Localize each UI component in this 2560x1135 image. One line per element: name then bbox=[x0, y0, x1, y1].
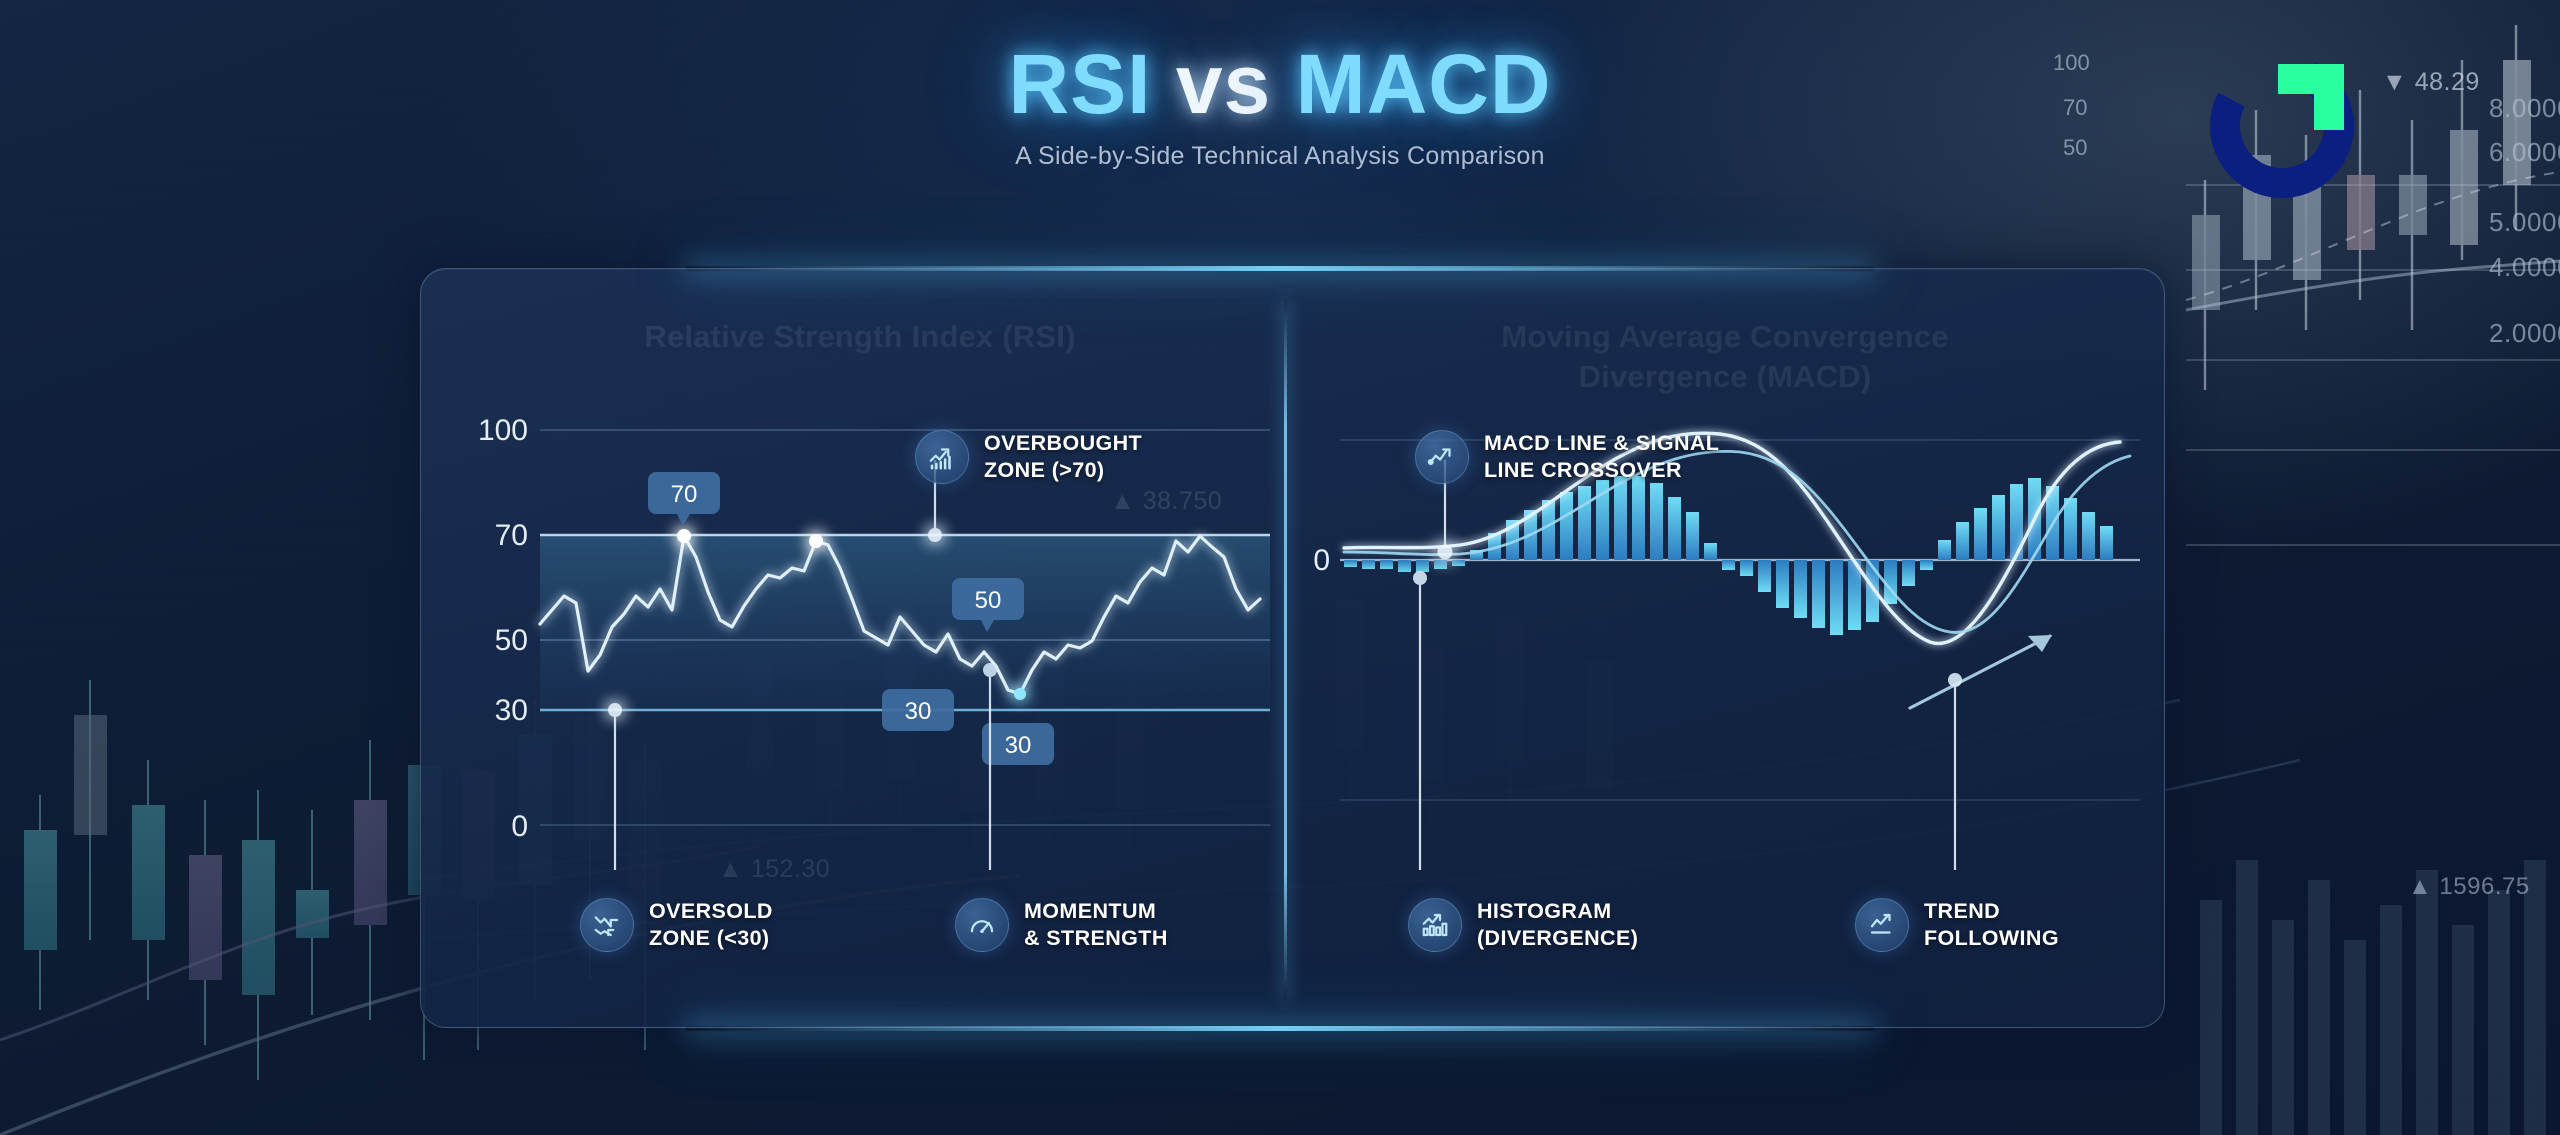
rsi-chart: 100 70 50 30 0 70 50 bbox=[478, 414, 1270, 870]
chart-line-up-icon bbox=[915, 430, 969, 485]
rsi-tick-50: 50 bbox=[495, 624, 528, 657]
macd-tick-0: 0 bbox=[1313, 544, 1330, 577]
callout-momentum-label: MOMENTUM & STRENGTH bbox=[1024, 899, 1168, 951]
svg-text:30: 30 bbox=[905, 698, 932, 725]
page-header: RSI vs MACD A Side-by-Side Technical Ana… bbox=[0, 40, 2560, 171]
rsi-peak-marker-1 bbox=[677, 529, 691, 543]
bg-ticker-159675: ▲ 1596.75 bbox=[2408, 873, 2530, 900]
callout-trend-following[interactable]: TREND FOLLOWING bbox=[1855, 898, 2059, 953]
callout-overbought[interactable]: OVERBOUGHT ZONE (>70) bbox=[915, 430, 1143, 485]
bg-price-axis-5: 5.0000 bbox=[2489, 207, 2560, 237]
rsi-badge-70: 70 bbox=[648, 472, 720, 526]
bg-rsi-axis-70: 70 bbox=[2063, 95, 2088, 120]
rsi-tick-70: 70 bbox=[495, 519, 528, 552]
callout-trend-following-label: TREND FOLLOWING bbox=[1924, 899, 2059, 951]
page-subtitle: A Side-by-Side Technical Analysis Compar… bbox=[1015, 142, 1545, 171]
signal-line bbox=[1342, 449, 2132, 634]
bg-price-axis-8: 8.0000 bbox=[2489, 93, 2560, 123]
callout-histogram-label: HISTOGRAM (DIVERGENCE) bbox=[1477, 899, 1639, 951]
rsi-tick-0: 0 bbox=[511, 810, 528, 843]
bg-rsi-axis-100: 100 bbox=[2053, 50, 2090, 75]
bar-chart-icon bbox=[1408, 898, 1462, 953]
bg-ticker-15230: ▲ 152.30 bbox=[718, 855, 831, 883]
background-candlesticks-right bbox=[2185, 25, 2560, 1135]
trend-arrow-overlay bbox=[1908, 634, 2052, 710]
panel-divider bbox=[1284, 300, 1287, 1000]
callout-oversold[interactable]: OVERSOLD ZONE (<30) bbox=[580, 898, 773, 953]
chart-line-down-icon bbox=[580, 898, 634, 953]
rsi-y-axis-labels: 100 70 50 30 0 bbox=[478, 414, 528, 843]
svg-text:50: 50 bbox=[975, 587, 1002, 614]
title-rsi: RSI bbox=[1008, 37, 1152, 131]
rsi-tick-30: 30 bbox=[495, 694, 528, 727]
callout-overbought-label: OVERBOUGHT ZONE (>70) bbox=[984, 431, 1143, 483]
macd-lines bbox=[1342, 431, 2132, 646]
brand-logo bbox=[2210, 53, 2354, 198]
gauge-icon bbox=[955, 898, 1009, 953]
rsi-badge-50: 50 bbox=[952, 578, 1024, 632]
rsi-badges: 70 50 30 30 bbox=[648, 472, 1054, 765]
macd-line bbox=[1342, 431, 2122, 646]
macd-chart: 0 bbox=[1313, 431, 2140, 870]
rsi-peak-marker-2 bbox=[809, 534, 823, 548]
title-vs: vs bbox=[1175, 37, 1272, 131]
bg-price-axis-6: 6.0000 bbox=[2489, 137, 2560, 167]
callout-histogram[interactable]: HISTOGRAM (DIVERGENCE) bbox=[1408, 898, 1639, 953]
card-top-glow bbox=[685, 266, 1875, 271]
bg-price-axis-2: 2.0000 bbox=[2489, 318, 2560, 348]
macd-histogram-bars bbox=[1344, 476, 2113, 635]
bg-ticker-38750: ▲ 38.750 bbox=[1110, 487, 1223, 515]
rsi-trough-marker bbox=[1014, 688, 1026, 700]
svg-text:30: 30 bbox=[1005, 732, 1032, 759]
rsi-badge-30-left: 30 bbox=[882, 689, 954, 731]
title-macd: MACD bbox=[1295, 37, 1552, 131]
rsi-series-line bbox=[538, 529, 1262, 700]
callout-macd-line[interactable]: MACD LINE & SIGNAL LINE CROSSOVER bbox=[1415, 430, 1720, 485]
arrow-up-right-icon bbox=[1855, 898, 1909, 953]
page-title: RSI vs MACD bbox=[0, 40, 2560, 128]
rsi-badge-30-bottom: 30 bbox=[982, 723, 1054, 765]
callout-macd-line-label: MACD LINE & SIGNAL LINE CROSSOVER bbox=[1484, 431, 1720, 483]
rsi-tick-100: 100 bbox=[478, 414, 528, 447]
svg-text:70: 70 bbox=[671, 481, 698, 508]
card-bottom-glow bbox=[685, 1026, 1875, 1031]
bg-price-axis-4: 4.0000 bbox=[2489, 252, 2560, 282]
trend-arrow-icon bbox=[1415, 430, 1469, 485]
callout-momentum[interactable]: MOMENTUM & STRENGTH bbox=[955, 898, 1168, 953]
callout-oversold-label: OVERSOLD ZONE (<30) bbox=[649, 899, 773, 951]
bg-rsi-axis-50: 50 bbox=[2063, 135, 2088, 160]
bg-ticker-4829: ▼ 48.29 bbox=[2382, 68, 2480, 96]
